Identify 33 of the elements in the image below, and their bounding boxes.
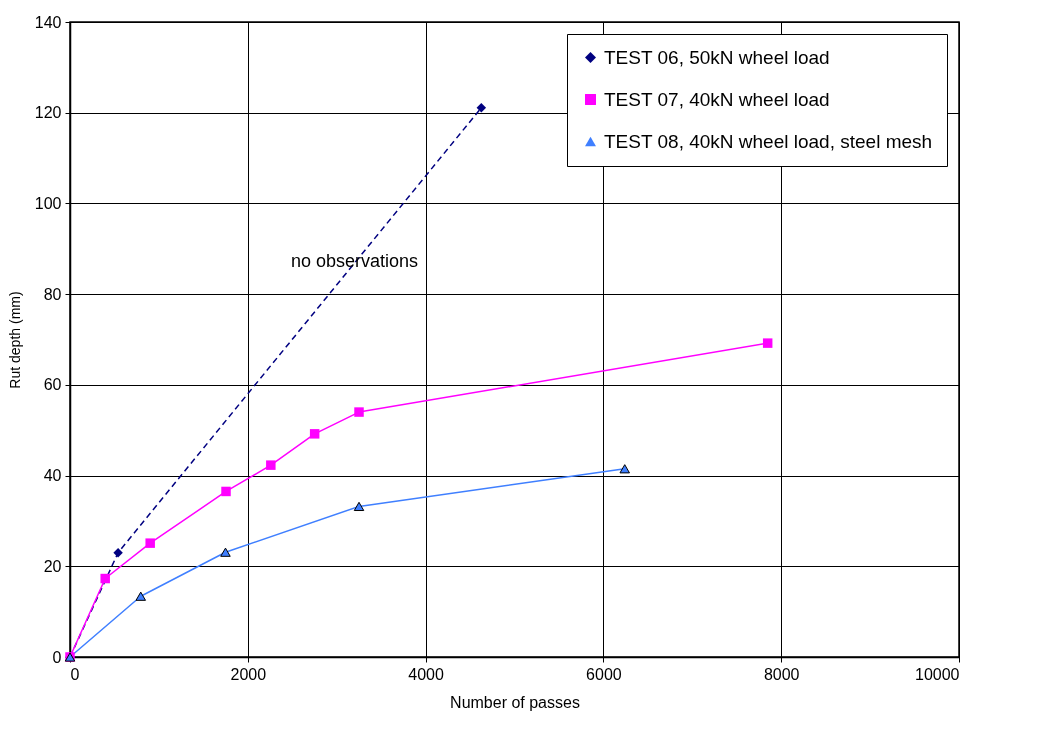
point [135, 591, 147, 601]
legend-label: TEST 07, 40kN wheel load [604, 88, 830, 110]
x-tick-label: 6000 [586, 665, 622, 683]
legend-label: TEST 06, 50kN wheel load [604, 46, 830, 68]
y-tick-label: 100 [34, 194, 62, 212]
point [619, 464, 630, 474]
y-tick-label: 40 [43, 467, 62, 485]
x-tick-label: 10000 [915, 665, 960, 683]
y-tick-label: 120 [34, 104, 62, 122]
y-tick-label: 140 [34, 13, 62, 31]
point [309, 429, 320, 439]
y-tick-label: 60 [43, 376, 62, 394]
x-tick-label: 4000 [408, 665, 444, 683]
point [113, 547, 123, 558]
x-tick-label: 0 [70, 665, 80, 683]
x-tick-label: 8000 [763, 665, 800, 683]
y-axis-title: Rut depth (mm) [6, 291, 23, 389]
point [266, 460, 276, 470]
y-tick-label: 80 [43, 285, 62, 303]
point [221, 486, 231, 497]
point [220, 547, 231, 557]
point [354, 407, 364, 417]
x-axis-title: Number of passes [450, 693, 580, 711]
point [762, 338, 773, 348]
annotation: no observations [290, 251, 419, 272]
point [100, 573, 110, 584]
y-tick-label: 20 [43, 557, 62, 575]
point [353, 501, 365, 512]
point [476, 102, 487, 113]
y-tick-label: 0 [52, 648, 62, 666]
x-tick-label: 2000 [230, 665, 267, 683]
legend-label: TEST 08, 40kN wheel load, steel mesh [604, 130, 933, 152]
point [145, 538, 155, 548]
